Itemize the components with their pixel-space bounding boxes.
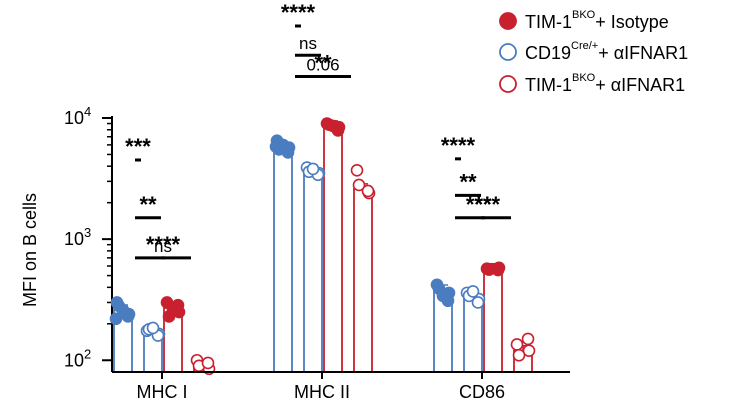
bar [323,125,343,373]
data-point [361,184,375,198]
legend-marker [499,75,517,93]
data-point [116,303,130,317]
x-tick-label: CD86 [459,382,505,402]
data-point [471,296,485,309]
significance-annotations: ns*********ns**0.06**************** [125,0,511,260]
legend-suffix: + αIFNAR1 [598,43,688,63]
annotation-label: ** [139,192,157,217]
data-point [510,338,524,351]
data-point [491,263,505,277]
annotation-label: 0.06 [306,56,339,75]
legend-suffix: + αIFNAR1 [595,75,685,95]
annotation-label: *** [125,134,151,159]
annotation-label: ** [459,169,477,194]
bar [303,169,323,373]
x-tick-label: MHC I [137,382,188,402]
data-point [436,289,450,303]
annotation-label: **** [466,192,501,217]
x-tick-label: MHC II [294,382,350,402]
annotation-label: ** [314,51,332,76]
data-point [512,348,526,362]
data-point [352,178,366,192]
data-point [350,164,364,177]
y-tick-exponent: 3 [84,225,91,240]
legend-marker [499,12,517,30]
annotation-label: ns [299,34,317,53]
annotation-label: **** [146,232,181,257]
data-point [326,119,340,133]
y-tick-label: 104 [64,104,91,128]
data-point [269,140,283,153]
data-point [521,332,535,346]
bar [353,187,373,373]
legend-marker [499,43,517,61]
annotation-label: **** [281,0,316,25]
y-axis: 102 103 104 [64,104,113,372]
data-point [166,303,180,317]
y-tick-exponent: 4 [84,104,91,119]
annotation-label: ** [474,192,492,217]
data-point [109,312,123,326]
legend-superscript: Cre/+ [571,40,598,52]
legend-superscript: BKO [572,9,596,21]
y-tick-label: 103 [64,225,91,249]
y-tick-label: 102 [64,346,91,370]
annotation-label: ns [154,237,172,256]
data-point [201,356,215,370]
legend-label: TIM-1BKO+ αIFNAR1 [525,72,685,95]
legend-label: CD19Cre/++ αIFNAR1 [525,40,688,63]
data-point [306,162,320,176]
data-point [522,344,536,357]
annotation-label: **** [441,133,476,158]
bar [483,267,503,373]
legend: TIM-1BKO+ Isotype CD19Cre/++ αIFNAR1 TIM-1… [499,9,688,95]
y-tick-exponent: 2 [84,346,91,361]
data-point [466,285,480,298]
bar [273,145,293,373]
legend-suffix: + Isotype [595,12,669,32]
x-axis: MHC I MHC II CD86 [112,371,570,402]
legend-superscript: BKO [572,72,596,84]
data-points [109,117,536,376]
y-axis-label: MFI on B cells [20,193,40,307]
legend-label: TIM-1BKO+ Isotype [525,9,669,32]
data-point [146,321,160,335]
